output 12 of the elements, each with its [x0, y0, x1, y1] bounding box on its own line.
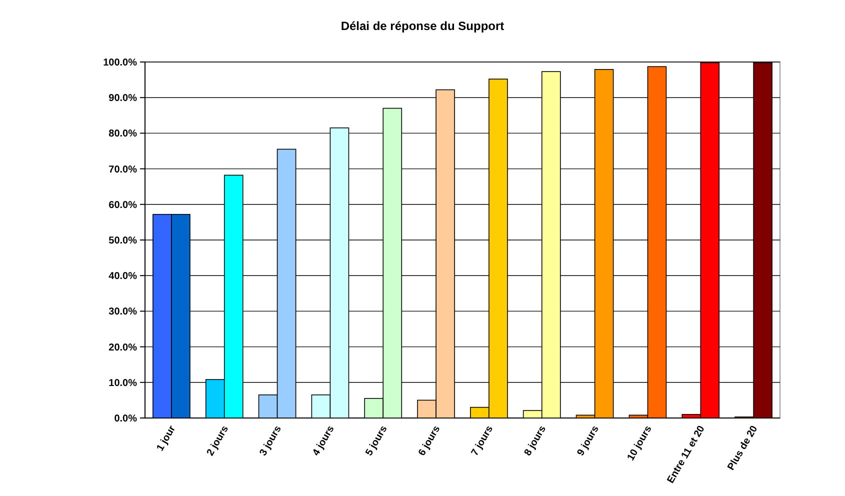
y-tick-label: 40.0% [108, 271, 138, 282]
y-tick-label: 50.0% [108, 236, 138, 246]
y-tick-label: 0.0% [114, 414, 138, 424]
chart-title: Délai de réponse du Support [340, 19, 504, 33]
y-tick-label: 70.0% [108, 164, 138, 176]
y-tick-label: 30.0% [108, 306, 138, 318]
y-tick-label: 20.0% [108, 342, 138, 354]
y-tick-label: 60.0% [108, 200, 138, 211]
y-tick-label: 100.0% [103, 58, 138, 68]
y-tick-label: 80.0% [108, 128, 138, 140]
y-tick-label: 10.0% [108, 378, 138, 389]
y-tick-label: 90.0% [108, 93, 138, 104]
